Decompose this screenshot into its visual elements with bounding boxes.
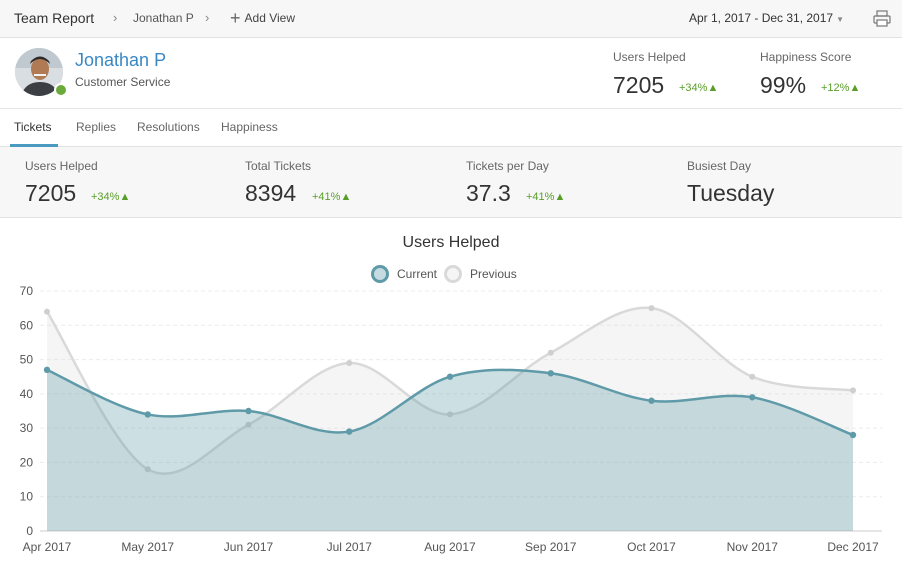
summary-stat-label: Busiest Day <box>687 159 752 173</box>
data-point-previous <box>144 466 151 473</box>
x-tick-label: Aug 2017 <box>424 540 476 554</box>
summary-stat-label: Total Tickets <box>245 159 312 173</box>
x-tick-label: Jun 2017 <box>224 540 274 554</box>
x-tick-label: Jul 2017 <box>327 540 373 554</box>
summary-stat-value: 37.3 <box>466 180 511 206</box>
summary-stat-change: +41%▲ <box>526 191 566 203</box>
plus-icon: + <box>230 8 241 28</box>
tab-tickets[interactable]: Tickets <box>14 120 52 134</box>
active-tab-indicator <box>10 144 58 147</box>
summary-stat-value: Tuesday <box>687 180 775 206</box>
chart-title: Users Helped <box>402 234 500 251</box>
x-tick-label: Nov 2017 <box>727 540 779 554</box>
legend-label: Previous <box>470 267 517 281</box>
data-point-current <box>43 366 51 374</box>
data-point-previous <box>44 308 50 315</box>
tab-resolutions[interactable]: Resolutions <box>137 120 200 134</box>
series-area-current <box>47 369 853 531</box>
data-point-current <box>749 394 756 401</box>
add-view-label: Add View <box>244 11 295 25</box>
x-tick-label: Sep 2017 <box>525 540 577 554</box>
chevron-down-icon: ▼ <box>836 15 844 24</box>
profile-stat-change: +12%▲ <box>821 82 861 94</box>
profile-header: Jonathan P Customer Service Users Helped… <box>0 38 902 109</box>
data-point-current <box>144 411 151 418</box>
breadcrumb-separator: › <box>113 10 118 25</box>
legend-item-current[interactable]: Current <box>371 265 437 283</box>
breadcrumb-separator: › <box>205 10 210 25</box>
profile-stat-value: 99% <box>760 72 807 98</box>
data-point-previous <box>749 373 756 380</box>
summary-stat-value: 8394 <box>245 180 297 206</box>
tab-bar: Tickets Replies Resolutions Happiness <box>0 109 902 147</box>
x-tick-label: Oct 2017 <box>627 540 676 554</box>
legend-label: Current <box>397 267 438 281</box>
summary-stats: Users Helped 7205 +34%▲ Total Tickets 83… <box>0 147 902 218</box>
summary-stat-change: +41%▲ <box>312 191 352 203</box>
data-point-current <box>547 370 554 377</box>
profile-stat-change: +34%▲ <box>679 82 719 94</box>
breadcrumb-team-report[interactable]: Team Report <box>14 10 95 26</box>
data-point-previous <box>447 411 453 418</box>
data-point-previous <box>346 360 353 366</box>
series-line-previous <box>45 306 854 476</box>
data-point-current <box>648 397 655 404</box>
summary-stat-value: 7205 <box>25 180 77 206</box>
y-tick-label: 70 <box>20 284 34 298</box>
breadcrumb-user[interactable]: Jonathan P <box>133 11 194 25</box>
printer-icon[interactable] <box>873 10 891 27</box>
data-point-current <box>446 373 454 380</box>
tab-happiness[interactable]: Happiness <box>221 120 278 134</box>
y-tick-label: 40 <box>20 387 34 401</box>
avatar <box>15 48 63 96</box>
person-role: Customer Service <box>75 75 171 89</box>
legend-item-previous[interactable]: Previous <box>444 265 517 283</box>
series-area-previous <box>47 307 853 531</box>
data-point-current <box>849 431 857 439</box>
date-range-picker[interactable]: Apr 1, 2017 - Dec 31, 2017 ▼ <box>689 11 844 25</box>
tab-replies[interactable]: Replies <box>76 120 117 134</box>
profile-stat-value: 7205 <box>613 72 665 98</box>
data-point-previous <box>648 305 655 312</box>
users-helped-chart: 0 10 20 30 40 50 60 70 Apr 2017 May 2017 Jun 2017 J… <box>20 284 882 554</box>
chart-legend: Current Previous <box>0 265 902 285</box>
data-point-current <box>346 428 353 435</box>
summary-stat-label: Tickets per Day <box>466 159 549 173</box>
profile-stat-label: Users Helped <box>613 50 686 64</box>
y-tick-label: 60 <box>20 318 34 332</box>
online-status-icon <box>54 83 68 97</box>
data-point-previous <box>850 387 856 394</box>
person-name[interactable]: Jonathan P <box>75 50 167 70</box>
date-range-label: Apr 1, 2017 - Dec 31, 2017 <box>688 11 834 25</box>
top-bar: Team Report › Jonathan P › + Add View Ap… <box>0 0 902 38</box>
x-tick-label: Dec 2017 <box>827 540 879 554</box>
data-point-previous <box>245 421 252 428</box>
x-tick-label: May 2017 <box>121 540 174 554</box>
summary-stat-change: +34%▲ <box>91 191 131 203</box>
y-tick-label: 0 <box>26 524 33 538</box>
y-tick-label: 30 <box>20 421 34 435</box>
add-view-button[interactable]: + Add View <box>230 9 295 27</box>
y-tick-label: 50 <box>20 353 34 367</box>
legend-swatch-previous <box>444 265 462 283</box>
data-point-previous <box>547 349 554 356</box>
y-tick-label: 10 <box>20 490 34 504</box>
legend-swatch-current <box>371 265 389 283</box>
data-point-current <box>245 407 252 415</box>
x-tick-label: Apr 2017 <box>23 540 72 554</box>
summary-stat-label: Users Helped <box>25 159 98 173</box>
y-tick-label: 20 <box>20 455 34 469</box>
profile-stat-label: Happiness Score <box>760 50 852 64</box>
